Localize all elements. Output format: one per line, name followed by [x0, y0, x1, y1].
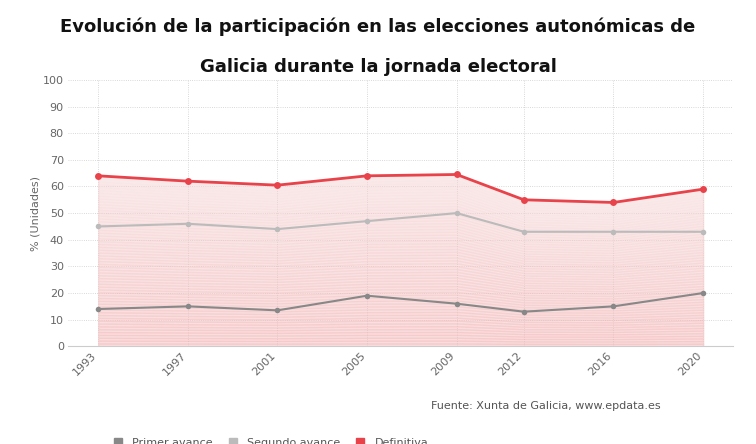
- Text: Fuente: Xunta de Galicia, www.epdata.es: Fuente: Xunta de Galicia, www.epdata.es: [431, 401, 661, 411]
- Text: Galicia durante la jornada electoral: Galicia durante la jornada electoral: [200, 58, 556, 76]
- Text: Evolución de la participación en las elecciones autonómicas de: Evolución de la participación en las ele…: [60, 18, 696, 36]
- Y-axis label: % (Unidades): % (Unidades): [30, 176, 40, 250]
- Legend: Primer avance, Segundo avance, Definitiva: Primer avance, Segundo avance, Definitiv…: [102, 434, 433, 444]
